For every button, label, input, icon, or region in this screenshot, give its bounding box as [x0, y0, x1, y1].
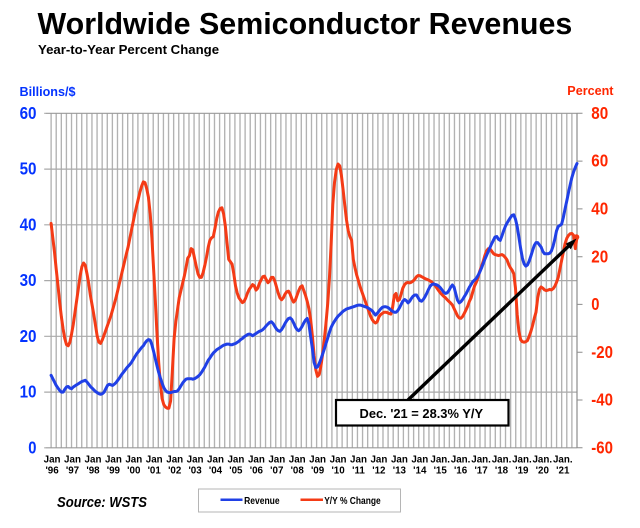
svg-text:'01: '01	[148, 466, 162, 477]
svg-text:Source: WSTS: Source: WSTS	[57, 495, 147, 511]
svg-text:'14: '14	[413, 466, 427, 477]
svg-text:'15: '15	[434, 466, 448, 477]
svg-text:'98: '98	[86, 466, 100, 477]
svg-text:Year-to-Year Percent Change: Year-to-Year Percent Change	[38, 42, 219, 57]
svg-text:Jan.: Jan.	[512, 455, 532, 466]
svg-text:-20: -20	[591, 342, 613, 362]
svg-text:'13: '13	[393, 466, 407, 477]
svg-text:Jan.: Jan.	[492, 455, 512, 466]
svg-text:'08: '08	[291, 466, 305, 477]
svg-text:Y/Y % Change: Y/Y % Change	[324, 496, 381, 507]
svg-text:Jan: Jan	[330, 455, 347, 466]
svg-text:'07: '07	[270, 466, 284, 477]
svg-text:'05: '05	[229, 466, 243, 477]
svg-text:Jan: Jan	[370, 455, 387, 466]
svg-text:Jan: Jan	[289, 455, 306, 466]
svg-text:Jan.: Jan.	[451, 455, 471, 466]
svg-text:20: 20	[591, 246, 608, 266]
svg-text:Jan: Jan	[125, 455, 142, 466]
svg-text:0: 0	[591, 294, 599, 314]
svg-text:Jan: Jan	[44, 455, 61, 466]
svg-text:Jan: Jan	[64, 455, 81, 466]
svg-text:Percent: Percent	[567, 84, 614, 98]
svg-text:Jan: Jan	[166, 455, 183, 466]
svg-text:'03: '03	[188, 466, 202, 477]
svg-text:-60: -60	[591, 437, 613, 457]
svg-text:'96: '96	[45, 466, 59, 477]
svg-text:Jan: Jan	[309, 455, 326, 466]
svg-text:Jan: Jan	[105, 455, 122, 466]
svg-text:40: 40	[591, 199, 608, 219]
svg-text:'19: '19	[515, 466, 529, 477]
svg-text:Jan.: Jan.	[430, 455, 450, 466]
svg-text:Dec. '21 = 28.3% Y/Y: Dec. '21 = 28.3% Y/Y	[360, 406, 484, 421]
svg-text:0: 0	[28, 437, 36, 457]
svg-text:'20: '20	[536, 466, 550, 477]
svg-text:'02: '02	[168, 466, 182, 477]
svg-text:20: 20	[20, 326, 37, 346]
svg-text:60: 60	[591, 151, 608, 171]
svg-text:'06: '06	[250, 466, 264, 477]
svg-text:Revenue: Revenue	[244, 496, 280, 507]
svg-text:60: 60	[20, 103, 37, 123]
svg-text:'09: '09	[311, 466, 325, 477]
svg-text:'21: '21	[556, 466, 570, 477]
svg-text:Jan: Jan	[411, 455, 428, 466]
svg-text:Jan.: Jan.	[471, 455, 491, 466]
svg-text:'99: '99	[107, 466, 121, 477]
svg-text:-40: -40	[591, 390, 613, 410]
svg-text:10: 10	[20, 382, 37, 402]
svg-text:Jan: Jan	[227, 455, 244, 466]
svg-text:'16: '16	[454, 466, 468, 477]
svg-text:Jan: Jan	[187, 455, 204, 466]
svg-text:'11: '11	[352, 466, 365, 477]
svg-text:'17: '17	[474, 466, 488, 477]
svg-text:30: 30	[20, 270, 37, 290]
svg-text:'10: '10	[331, 466, 345, 477]
svg-text:Jan: Jan	[268, 455, 285, 466]
svg-text:50: 50	[20, 159, 37, 179]
svg-text:Billions/$: Billions/$	[20, 85, 76, 99]
svg-text:Worldwide Semiconductor Revenu: Worldwide Semiconductor Revenues	[38, 7, 573, 41]
svg-text:Jan: Jan	[350, 455, 367, 466]
svg-text:Jan: Jan	[85, 455, 102, 466]
svg-text:'18: '18	[495, 466, 509, 477]
svg-text:'12: '12	[372, 466, 386, 477]
svg-text:40: 40	[20, 214, 37, 234]
svg-text:'00: '00	[127, 466, 141, 477]
svg-text:Jan: Jan	[207, 455, 224, 466]
svg-text:Jan: Jan	[248, 455, 265, 466]
svg-text:Jan.: Jan.	[532, 455, 552, 466]
svg-text:Jan: Jan	[391, 455, 408, 466]
svg-text:Jan.: Jan.	[553, 455, 573, 466]
svg-text:Jan: Jan	[146, 455, 163, 466]
svg-text:80: 80	[591, 103, 608, 123]
svg-text:'04: '04	[209, 466, 223, 477]
svg-text:'97: '97	[66, 466, 80, 477]
